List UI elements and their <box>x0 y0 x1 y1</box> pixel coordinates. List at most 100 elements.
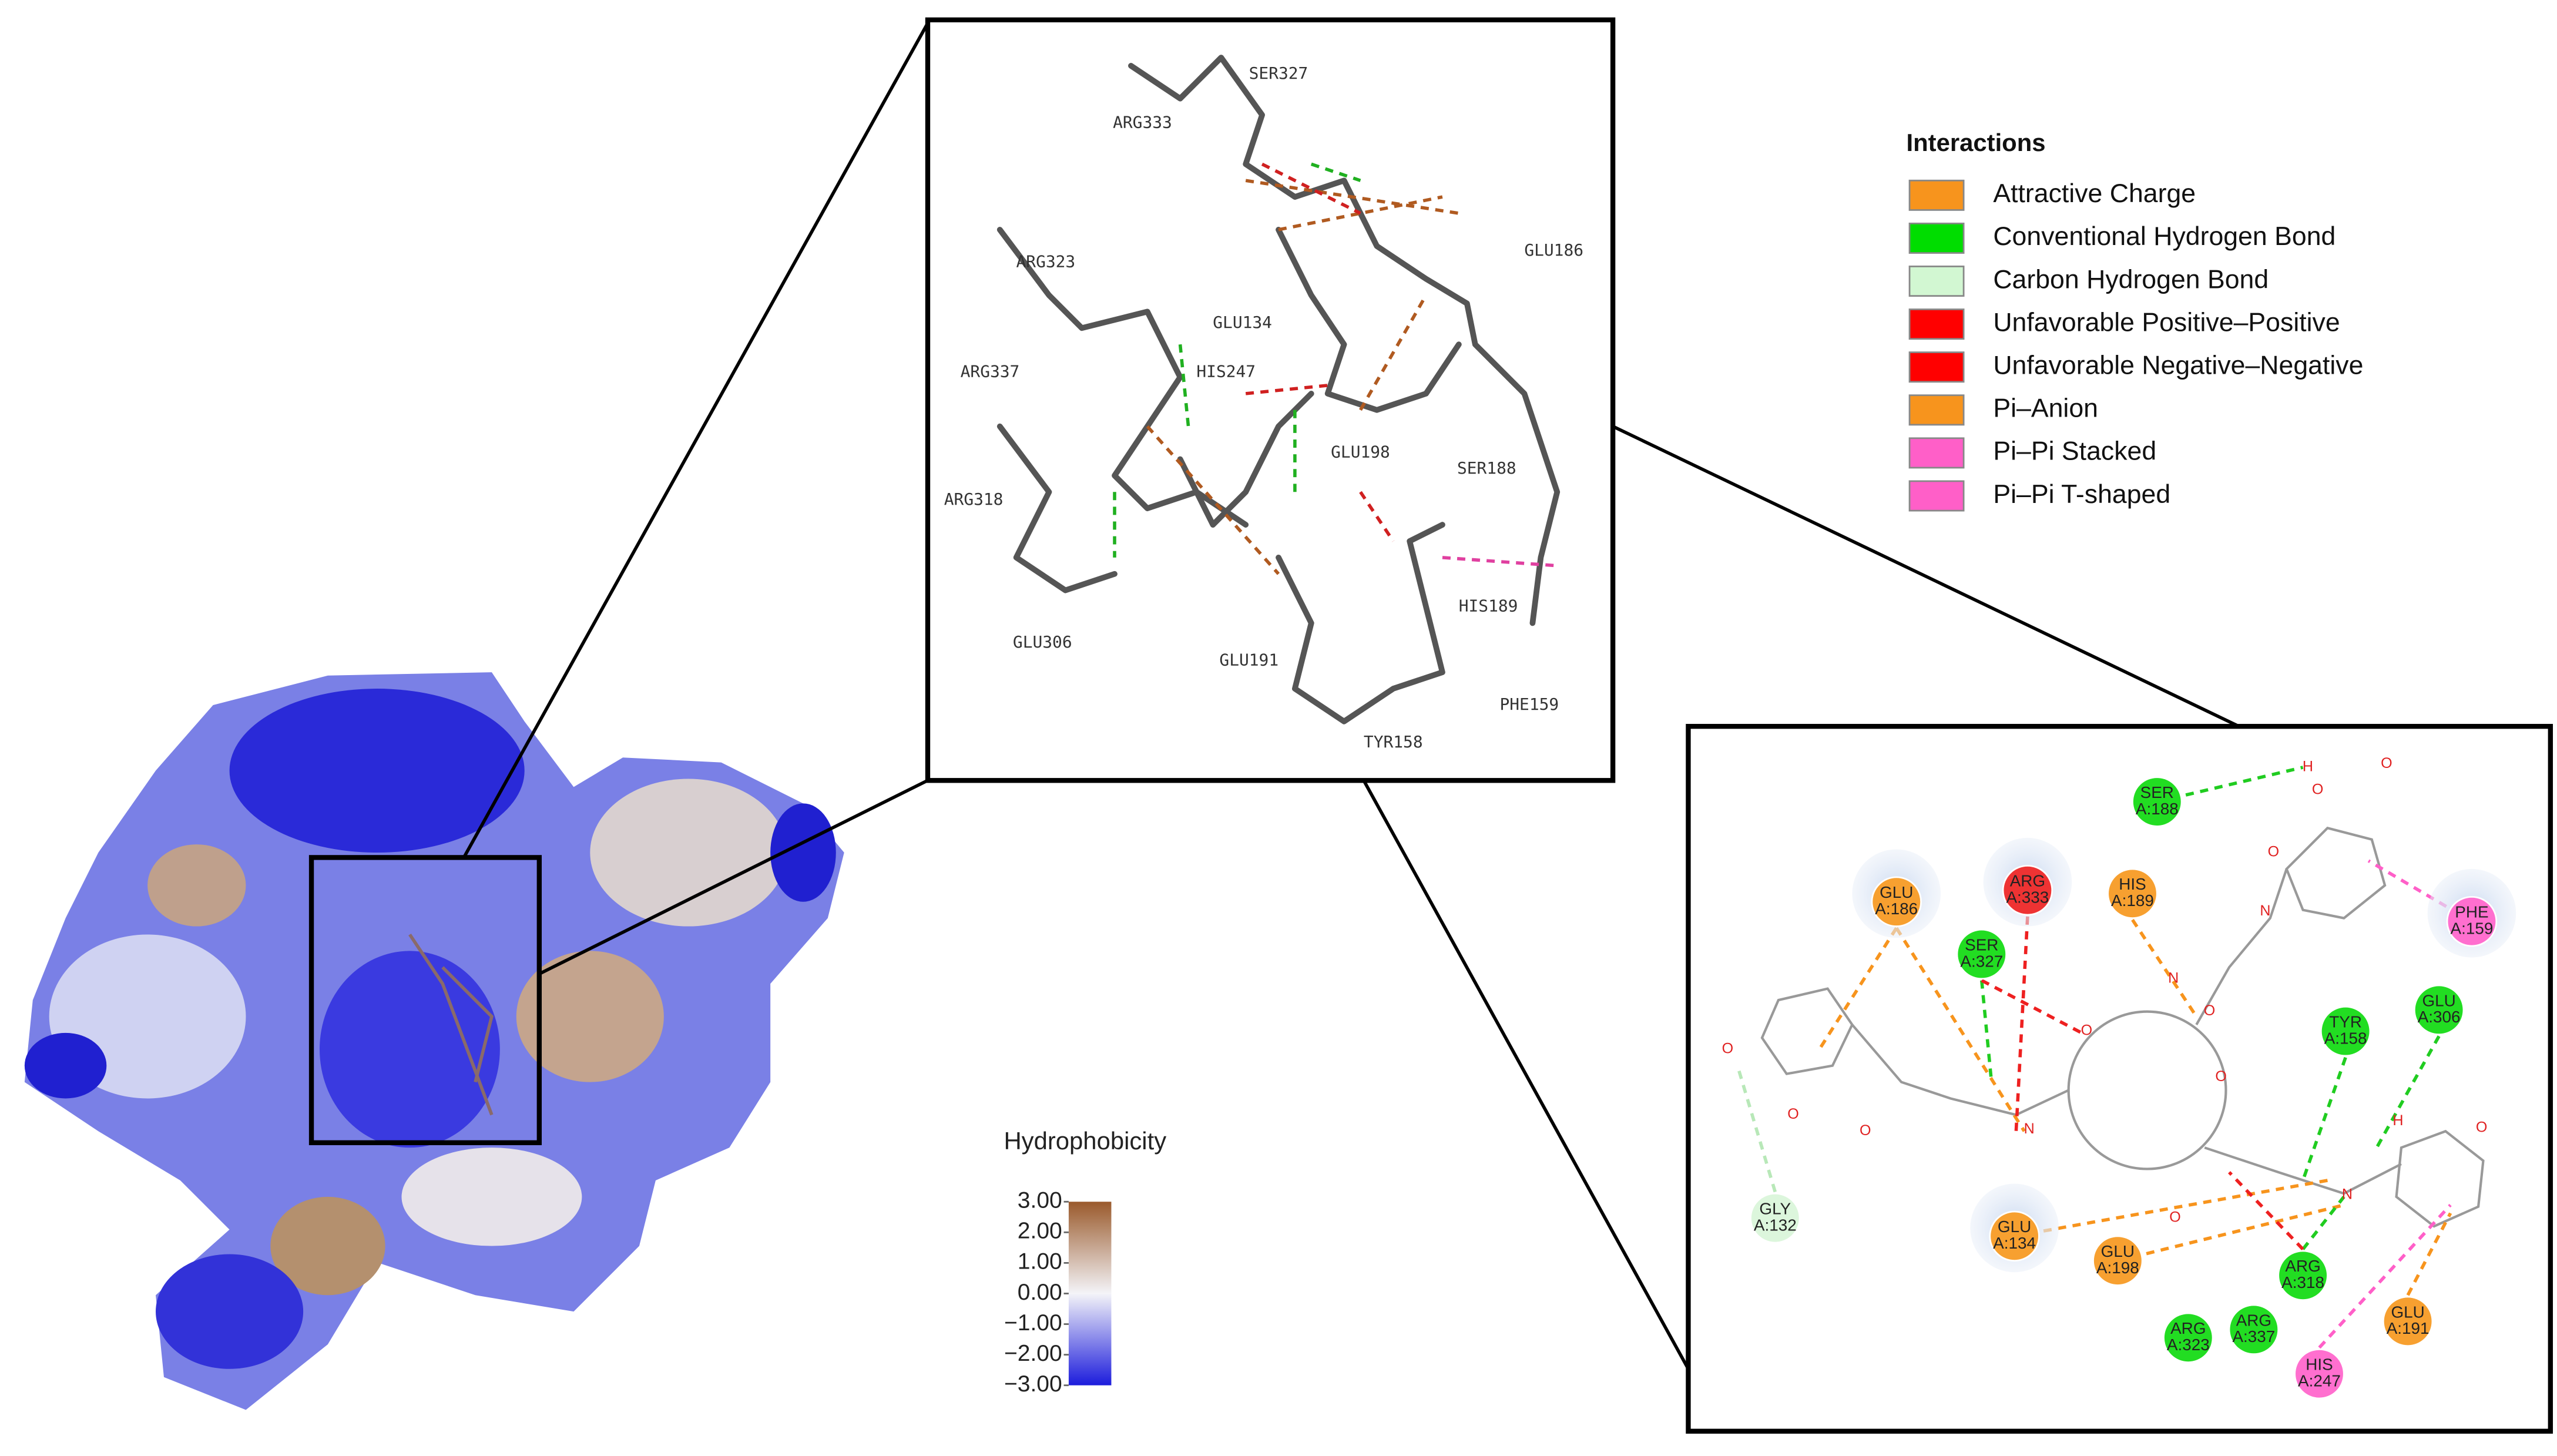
residue-node <box>2382 1296 2434 1347</box>
residue-name: TYR <box>2329 1013 2362 1031</box>
stick-chain <box>1128 55 1561 626</box>
residue-chain: A:323 <box>2167 1336 2210 1354</box>
residue-label-3d: ARG337 <box>961 362 1020 381</box>
residue-label-3d: ARG323 <box>1016 252 1076 271</box>
residue-chain: A:318 <box>2281 1273 2324 1291</box>
residue-node <box>2277 1250 2328 1301</box>
atom-label: O <box>1860 1122 1871 1139</box>
legend-label: Pi–Pi Stacked <box>1993 437 2156 466</box>
residue-node <box>2132 776 2183 827</box>
residue-node <box>2294 1348 2345 1400</box>
ring <box>2285 826 2387 920</box>
residue-label-3d: ARG333 <box>1113 113 1172 132</box>
surface-patch <box>24 1032 107 1099</box>
residue-chain: A:337 <box>2232 1327 2275 1346</box>
panel-3d <box>925 17 1616 783</box>
atom-label: O <box>2381 755 2392 771</box>
residue-chain: A:132 <box>1754 1216 1797 1234</box>
residue-label-3d: TYR158 <box>1364 732 1423 752</box>
surface-patch <box>401 1148 582 1246</box>
residue-node <box>2446 895 2498 947</box>
surface-patch <box>590 779 787 927</box>
colorbar-tick-label: −1.00 <box>1004 1310 1062 1336</box>
legend-swatch <box>1908 222 1965 254</box>
residue-name: GLU <box>1880 883 1913 901</box>
legend-swatch <box>1908 351 1965 383</box>
legend-label: Pi–Anion <box>1993 394 2098 423</box>
residue-name: ARG <box>2170 1319 2206 1337</box>
legend-swatch <box>1908 480 1965 512</box>
colorbar-title: Hydrophobicity <box>1004 1127 1166 1155</box>
colorbar-tick-label: 3.00 <box>1018 1188 1062 1213</box>
legend-swatch <box>1908 437 1965 469</box>
stick-chain <box>996 423 1118 593</box>
stick-chain <box>1276 522 1445 724</box>
surface-patch <box>156 1254 304 1369</box>
atom-label: O <box>2169 1209 2181 1226</box>
residue-chain: A:306 <box>2418 1008 2461 1026</box>
residue-name: PHE <box>2455 903 2488 921</box>
residue-node <box>2092 1235 2143 1286</box>
legend-label: Unfavorable Negative–Negative <box>1993 351 2363 380</box>
surface-patch <box>147 844 246 927</box>
residue-label-3d: SER188 <box>1457 458 1516 478</box>
surface-patch <box>229 689 525 853</box>
residue-node <box>1750 1192 1801 1244</box>
legend-swatch <box>1908 394 1965 426</box>
residue-name: GLY <box>1759 1200 1791 1218</box>
residue-name: HIS <box>2306 1356 2333 1374</box>
interaction-3d <box>1245 162 1395 542</box>
residue-node <box>2228 1304 2280 1356</box>
residue-name: GLU <box>2422 991 2455 1009</box>
residue-label-3d: GLU306 <box>1013 632 1072 652</box>
residue-node <box>1871 876 1922 927</box>
residue-label-3d: SER327 <box>1249 63 1308 83</box>
residue-label-3d: HIS189 <box>1459 596 1518 616</box>
surface-patch <box>770 803 836 902</box>
residue-name: GLU <box>1998 1217 2031 1236</box>
residue-label-3d: GLU191 <box>1219 650 1278 670</box>
interaction-2d <box>1736 1065 1777 1193</box>
residue-name: GLU <box>2391 1303 2424 1321</box>
residue-name: ARG <box>2236 1311 2271 1329</box>
residue-name: GLU <box>2101 1242 2135 1260</box>
colorbar-tick-label: 2.00 <box>1018 1219 1062 1244</box>
residue-chain: A:186 <box>1875 900 1918 918</box>
interaction-3d <box>1442 556 1558 568</box>
interaction-2d <box>1818 918 2452 1296</box>
atom-label: N <box>2342 1186 2353 1203</box>
zoom-box <box>308 855 542 1145</box>
legend-swatch <box>1908 308 1965 340</box>
stick-chain <box>1177 391 1314 528</box>
legend-label: Carbon Hydrogen Bond <box>1993 265 2269 294</box>
ligand-sticks <box>408 933 494 1116</box>
legend-label: Attractive Charge <box>1993 179 2196 208</box>
residue-chain: A:159 <box>2451 920 2494 938</box>
residue-label-3d: GLU186 <box>1524 240 1583 260</box>
residue-node <box>2413 984 2465 1036</box>
residue-node <box>2320 1005 2371 1057</box>
residue-label-3d: ARG318 <box>944 489 1004 509</box>
legend-label: Pi–Pi T-shaped <box>1993 480 2170 509</box>
residue-chain: A:198 <box>2096 1259 2139 1277</box>
sticks-3d <box>996 55 1561 724</box>
protein-surface <box>24 672 844 1410</box>
residue-chain: A:134 <box>1993 1234 2036 1252</box>
stick-chain <box>996 227 1249 528</box>
zoom-line <box>538 779 929 975</box>
residue-node <box>1989 1210 2040 1262</box>
legend-label: Unfavorable Positive–Positive <box>1993 308 2340 337</box>
residue-name: ARG <box>2010 872 2045 890</box>
atom-label: O <box>1722 1040 1734 1056</box>
atom-label: O <box>2204 1002 2216 1019</box>
interaction-3d <box>1113 162 1361 558</box>
atom-label: H <box>2303 759 2313 775</box>
residue-name: SER <box>1965 935 1998 954</box>
legend-title: Interactions <box>1906 129 2045 156</box>
residue-label-3d: HIS247 <box>1196 362 1256 381</box>
surface-patch <box>270 1196 385 1296</box>
colorbar-tick-label: −3.00 <box>1004 1371 1062 1397</box>
residue-name: ARG <box>2285 1257 2320 1275</box>
